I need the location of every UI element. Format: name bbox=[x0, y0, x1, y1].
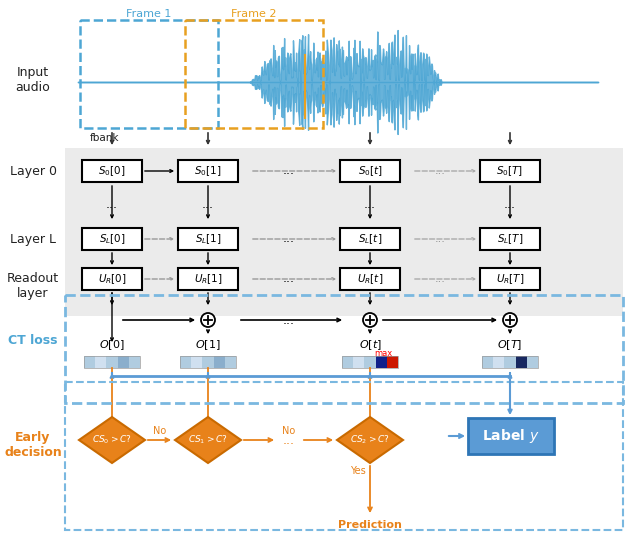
Text: $S_0[t]$: $S_0[t]$ bbox=[357, 164, 382, 178]
Text: Frame 1: Frame 1 bbox=[126, 9, 171, 19]
Bar bbox=[340, 268, 400, 290]
Text: Frame 2: Frame 2 bbox=[231, 9, 277, 19]
Bar bbox=[65, 295, 623, 403]
Text: $S_L[T]$: $S_L[T]$ bbox=[497, 232, 523, 246]
Circle shape bbox=[201, 313, 215, 327]
Bar bbox=[82, 228, 142, 250]
Bar bbox=[117, 356, 129, 368]
Bar bbox=[178, 160, 238, 182]
Text: Readout
layer: Readout layer bbox=[7, 272, 59, 300]
Bar bbox=[364, 356, 376, 368]
Text: Prediction: Prediction bbox=[338, 520, 402, 530]
Bar bbox=[82, 160, 142, 182]
Bar bbox=[504, 356, 516, 368]
Text: ...: ... bbox=[435, 234, 445, 244]
Polygon shape bbox=[79, 417, 145, 463]
Text: ...: ... bbox=[283, 273, 295, 286]
Bar bbox=[65, 148, 623, 316]
Bar bbox=[106, 356, 117, 368]
Text: fbank: fbank bbox=[90, 133, 119, 143]
Bar bbox=[80, 20, 218, 128]
Bar bbox=[482, 356, 493, 368]
Text: Layer 0: Layer 0 bbox=[9, 165, 57, 179]
Bar bbox=[342, 356, 398, 368]
Bar bbox=[480, 228, 540, 250]
Bar bbox=[342, 356, 353, 368]
Bar bbox=[225, 356, 236, 368]
Bar bbox=[185, 20, 323, 128]
Bar bbox=[84, 356, 95, 368]
Bar bbox=[65, 382, 623, 530]
Text: CT loss: CT loss bbox=[8, 334, 58, 347]
Circle shape bbox=[503, 313, 517, 327]
Bar bbox=[340, 160, 400, 182]
Text: ...: ... bbox=[283, 165, 295, 178]
Bar bbox=[178, 268, 238, 290]
Text: $CS_2 > C?$: $CS_2 > C?$ bbox=[350, 434, 390, 446]
Bar bbox=[180, 356, 236, 368]
Text: ...: ... bbox=[202, 199, 214, 212]
Bar bbox=[178, 228, 238, 250]
Text: $S_0[0]$: $S_0[0]$ bbox=[99, 164, 126, 178]
Polygon shape bbox=[337, 417, 403, 463]
Text: ...: ... bbox=[106, 199, 118, 212]
Text: Layer L: Layer L bbox=[10, 233, 56, 246]
Bar bbox=[493, 356, 504, 368]
Bar bbox=[84, 356, 140, 368]
Text: $U_R[0]$: $U_R[0]$ bbox=[97, 272, 126, 286]
Bar bbox=[482, 356, 538, 368]
Text: $CS_1 > C?$: $CS_1 > C?$ bbox=[188, 434, 228, 446]
Text: ...: ... bbox=[435, 274, 445, 284]
Bar bbox=[516, 356, 527, 368]
Bar bbox=[480, 160, 540, 182]
Bar bbox=[527, 356, 538, 368]
Text: Label $y$: Label $y$ bbox=[482, 427, 539, 445]
Text: No: No bbox=[283, 426, 296, 436]
Text: Early
decision: Early decision bbox=[4, 431, 62, 459]
Circle shape bbox=[363, 313, 377, 327]
Text: $O[0]$: $O[0]$ bbox=[99, 338, 125, 352]
Text: $CS_0 > C?$: $CS_0 > C?$ bbox=[92, 434, 132, 446]
Bar bbox=[202, 356, 214, 368]
Bar bbox=[340, 228, 400, 250]
Bar bbox=[353, 356, 364, 368]
Text: $O[1]$: $O[1]$ bbox=[195, 338, 221, 352]
Text: $S_L[1]$: $S_L[1]$ bbox=[195, 232, 222, 246]
Text: $S_L[t]$: $S_L[t]$ bbox=[358, 232, 382, 246]
Text: ...: ... bbox=[283, 314, 295, 327]
Text: $U_R[T]$: $U_R[T]$ bbox=[495, 272, 524, 286]
Text: ...: ... bbox=[364, 199, 376, 212]
Bar bbox=[214, 356, 225, 368]
Text: $O[t]$: $O[t]$ bbox=[359, 338, 381, 352]
Text: $O[T]$: $O[T]$ bbox=[497, 338, 522, 352]
Bar bbox=[180, 356, 191, 368]
Text: ...: ... bbox=[283, 233, 295, 246]
Bar bbox=[95, 356, 106, 368]
Bar bbox=[376, 356, 387, 368]
Bar bbox=[82, 268, 142, 290]
Bar bbox=[387, 356, 398, 368]
Text: $S_L[0]$: $S_L[0]$ bbox=[99, 232, 126, 246]
Polygon shape bbox=[175, 417, 241, 463]
Text: $U_R[1]$: $U_R[1]$ bbox=[193, 272, 222, 286]
Text: No: No bbox=[153, 426, 166, 436]
Bar bbox=[129, 356, 140, 368]
Text: $U_R[t]$: $U_R[t]$ bbox=[357, 272, 383, 286]
Text: Yes: Yes bbox=[350, 466, 366, 476]
Text: ...: ... bbox=[504, 199, 516, 212]
Bar bbox=[191, 356, 202, 368]
Text: $S_0[1]$: $S_0[1]$ bbox=[194, 164, 222, 178]
Text: max: max bbox=[374, 349, 392, 359]
Text: ...: ... bbox=[283, 434, 295, 447]
Bar bbox=[480, 268, 540, 290]
Text: $S_0[T]$: $S_0[T]$ bbox=[497, 164, 524, 178]
Text: Input
audio: Input audio bbox=[16, 66, 50, 94]
Bar bbox=[468, 418, 554, 454]
Text: ...: ... bbox=[435, 166, 445, 176]
